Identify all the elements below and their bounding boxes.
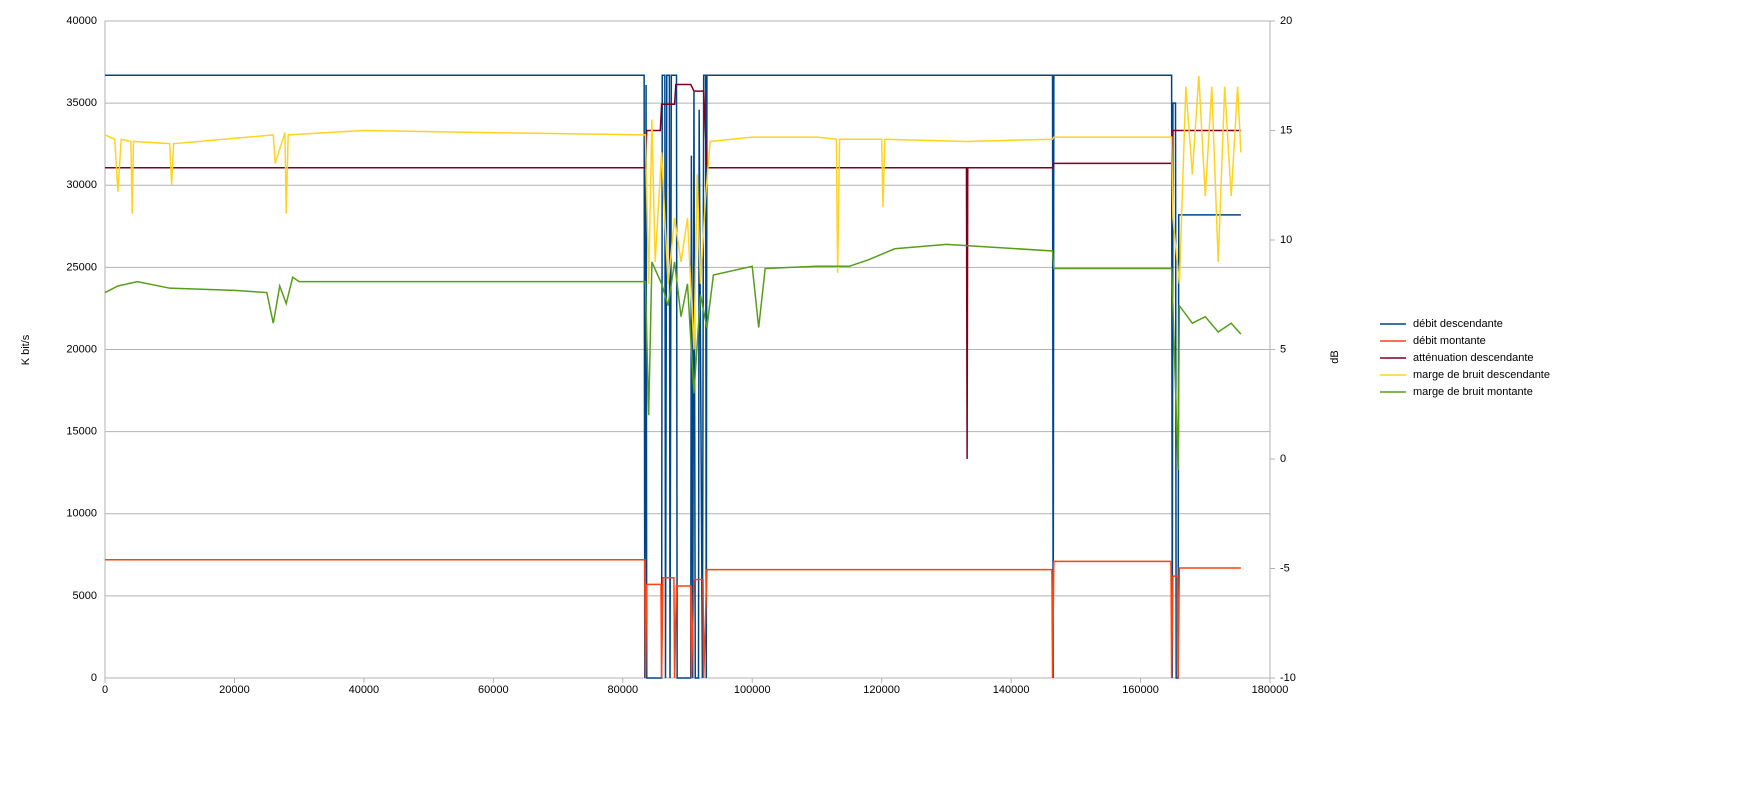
x-tick-label: 20000 — [219, 684, 250, 696]
y-tick-label: 5000 — [73, 590, 97, 602]
y2-tick-label: 0 — [1280, 453, 1286, 465]
y-tick-label: 30000 — [66, 179, 97, 191]
legend-label: atténuation descendante — [1413, 352, 1534, 364]
y2-tick-label: 20 — [1280, 15, 1292, 27]
y-axis-label: K bit/s — [20, 334, 32, 365]
y2-axis-label: dB — [1329, 350, 1341, 363]
y-tick-label: 40000 — [66, 15, 97, 27]
series-line — [105, 74, 1241, 679]
y2-tick-label: 15 — [1280, 124, 1292, 136]
legend-label: marge de bruit descendante — [1413, 369, 1550, 381]
y2-tick-label: 10 — [1280, 234, 1292, 246]
y-tick-label: 35000 — [66, 97, 97, 109]
y-tick-label: 25000 — [66, 261, 97, 273]
x-tick-label: 100000 — [734, 684, 771, 696]
x-tick-label: 120000 — [863, 684, 900, 696]
legend-label: débit montante — [1413, 335, 1486, 347]
x-tick-label: 60000 — [478, 684, 509, 696]
y2-tick-label: 5 — [1280, 343, 1286, 355]
legend-label: marge de bruit montante — [1413, 386, 1533, 398]
x-tick-label: 140000 — [993, 684, 1030, 696]
x-tick-label: 160000 — [1122, 684, 1159, 696]
y-tick-label: 15000 — [66, 426, 97, 438]
series-line — [105, 83, 1241, 460]
legend-label: débit descendante — [1413, 318, 1503, 330]
y-tick-label: 10000 — [66, 508, 97, 520]
y-tick-label: 20000 — [66, 343, 97, 355]
x-tick-label: 40000 — [349, 684, 380, 696]
series-line — [104, 243, 1242, 470]
x-tick-label: 80000 — [607, 684, 638, 696]
y2-tick-label: -5 — [1280, 562, 1290, 574]
series-line — [104, 75, 1242, 350]
series-line — [105, 558, 1241, 679]
y-tick-label: 0 — [91, 672, 97, 684]
y2-tick-label: -10 — [1280, 672, 1296, 684]
x-tick-label: 180000 — [1252, 684, 1289, 696]
x-tick-label: 0 — [102, 684, 108, 696]
